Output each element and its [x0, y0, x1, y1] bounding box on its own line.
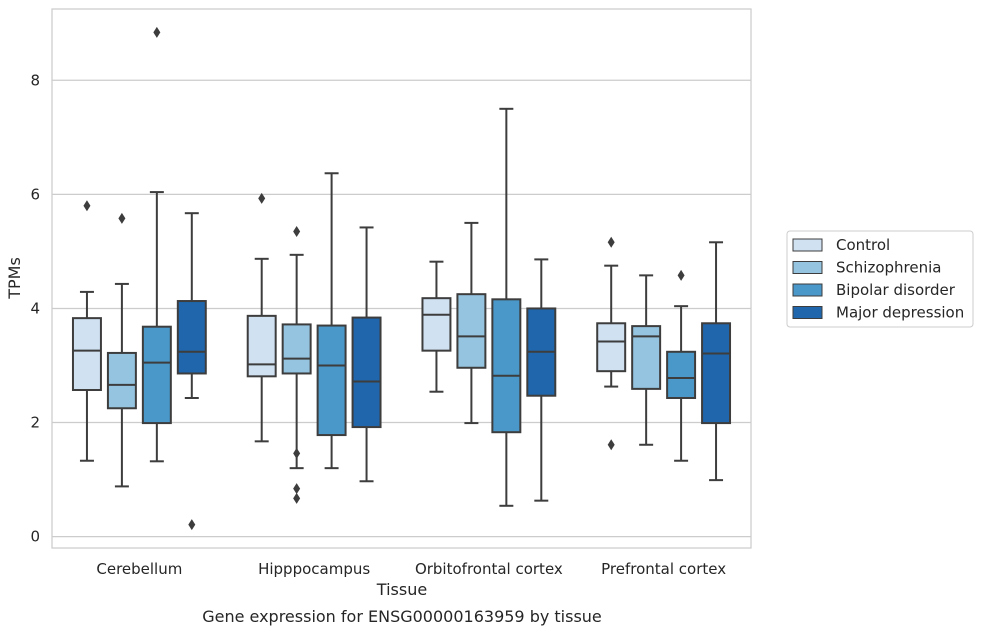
iqr-box: [246, 314, 277, 378]
iqr-box: [491, 298, 522, 434]
y-tick-label: 8: [30, 71, 40, 89]
x-tick-label: Cerebellum: [96, 560, 182, 578]
x-tick-label: Hipppocampus: [258, 560, 370, 578]
box-bipolar-disorder: [141, 26, 172, 463]
iqr-box: [281, 323, 312, 375]
x-tick-label: Orbitofrontal cortex: [415, 560, 563, 578]
iqr-box: [176, 300, 207, 375]
iqr-box: [596, 322, 627, 373]
y-tick-label: 4: [30, 299, 40, 317]
x-axis-title: Tissue: [376, 580, 427, 599]
outlier-point: [153, 26, 161, 38]
box-schizophrenia: [281, 225, 312, 504]
box-control: [421, 260, 452, 393]
box-bipolar-disorder: [491, 107, 522, 507]
box-bipolar-disorder: [666, 269, 697, 462]
iqr-box: [421, 297, 452, 352]
outlier-point: [118, 212, 126, 224]
outlier-point: [293, 483, 301, 495]
box-major-depression: [526, 258, 557, 502]
iqr-box: [701, 322, 732, 425]
box-major-depression: [701, 241, 732, 482]
legend-frame: [786, 230, 974, 328]
outlier-point: [188, 519, 196, 531]
box-schizophrenia: [631, 274, 662, 446]
outlier-point: [293, 492, 301, 504]
box-control: [71, 200, 102, 462]
boxes: [71, 26, 732, 531]
legend-label: Schizophrenia: [836, 259, 941, 277]
iqr-box: [456, 293, 487, 369]
box-control: [596, 236, 627, 451]
legend-swatch: [792, 238, 823, 252]
legend-label: Major depression: [836, 304, 964, 322]
iqr-box: [351, 316, 382, 429]
outlier-point: [677, 269, 685, 281]
chart-title: Gene expression for ENSG00000163959 by t…: [202, 607, 602, 626]
box-schizophrenia: [456, 221, 487, 425]
legend-swatch: [792, 261, 823, 274]
box-bipolar-disorder: [316, 172, 347, 470]
iqr-box: [106, 351, 137, 410]
box-schizophrenia: [106, 212, 137, 488]
plot-area-frame: [51, 8, 752, 549]
outlier-point: [258, 192, 266, 204]
legend: Control Schizophrenia Bipolar disorder Majo…: [786, 230, 974, 328]
y-tick-label: 0: [30, 528, 40, 546]
iqr-box: [71, 317, 102, 392]
legend-label: Control: [836, 236, 890, 254]
legend-swatch: [792, 306, 823, 319]
outlier-point: [607, 236, 615, 248]
outlier-point: [293, 225, 301, 237]
x-tick-labels: Cerebellum Hipppocampus Orbitofrontal cort…: [96, 560, 726, 578]
iqr-box: [666, 350, 697, 399]
outlier-point: [83, 200, 91, 212]
y-axis-title: TPMs: [5, 257, 24, 300]
iqr-box: [141, 325, 172, 425]
box-major-depression: [176, 212, 207, 531]
legend-swatch: [792, 283, 823, 297]
y-tick-label: 6: [30, 185, 40, 203]
box-control: [246, 192, 277, 443]
outlier-point: [607, 439, 615, 451]
box-major-depression: [351, 226, 382, 483]
y-tick-label: 2: [30, 414, 40, 432]
iqr-box: [316, 324, 347, 437]
y-tick-labels: 0 2 4 6 8: [30, 71, 40, 545]
legend-label: Bipolar disorder: [836, 281, 956, 299]
outlier-point: [293, 447, 301, 459]
x-tick-label: Prefrontal cortex: [601, 560, 726, 578]
